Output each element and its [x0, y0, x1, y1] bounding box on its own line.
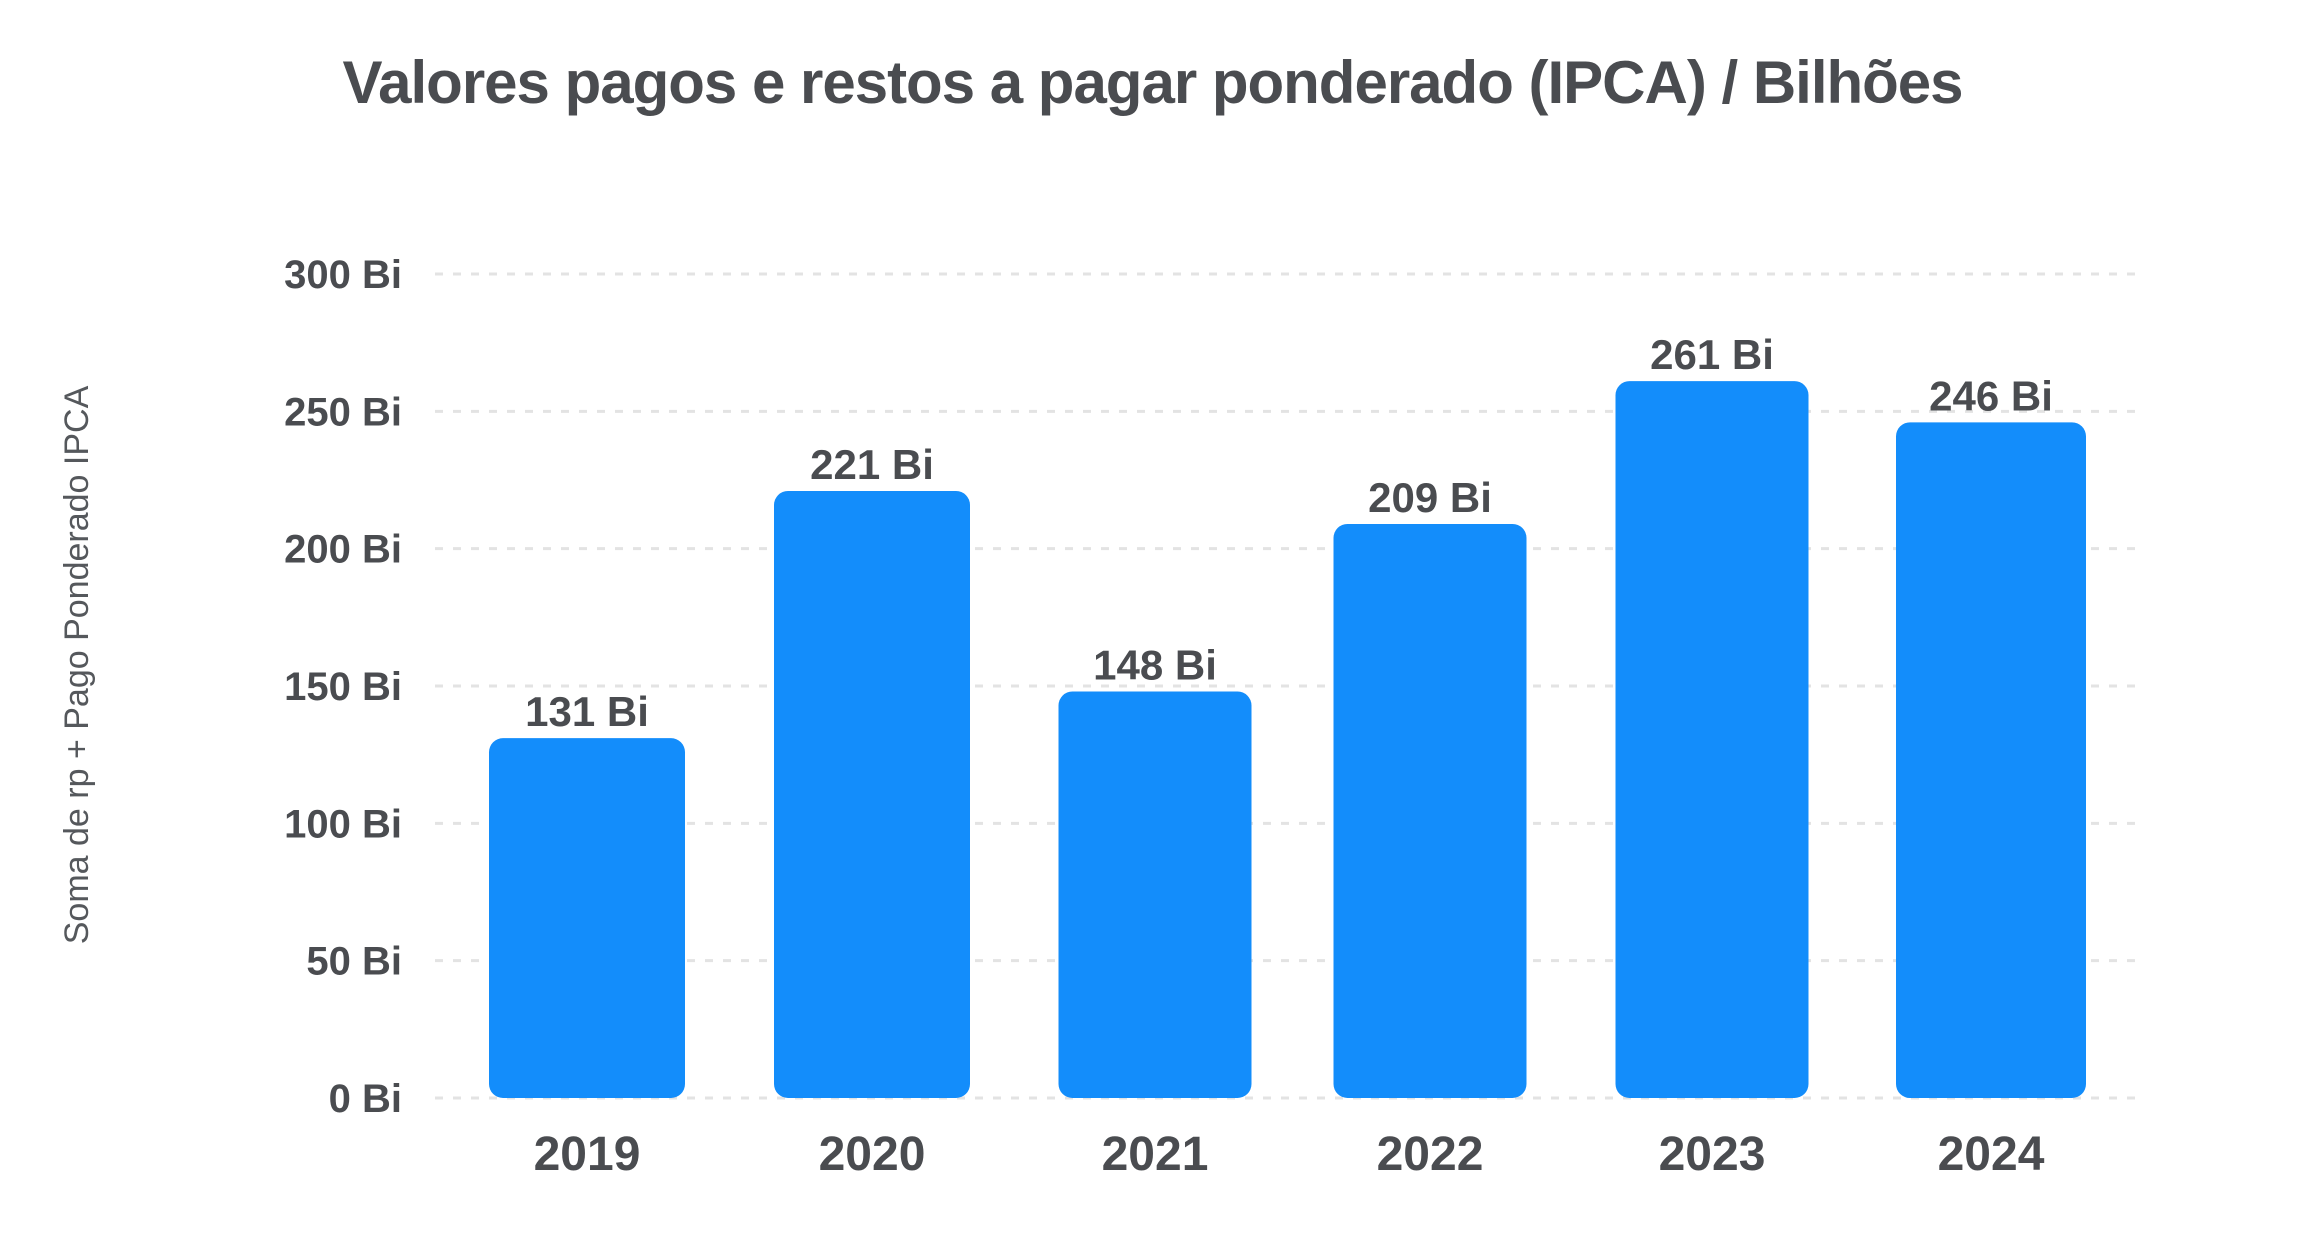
- data-label-2021: 148 Bi: [1093, 641, 1217, 688]
- data-labels: 131 Bi 221 Bi 148 Bi 209 Bi 261 Bi 246 Bi: [525, 331, 2053, 735]
- bar-2021: [1058, 691, 1252, 1098]
- y-tick-label: 250 Bi: [284, 390, 402, 434]
- data-label-2024: 246 Bi: [1929, 372, 2053, 419]
- bar-2024: [1896, 422, 2086, 1098]
- bar-2023: [1615, 381, 1809, 1098]
- data-label-2019: 131 Bi: [525, 688, 649, 735]
- bar-2022: [1333, 523, 1527, 1098]
- chart-title: Valores pagos e restos a pagar ponderado…: [342, 49, 1963, 116]
- y-tick-label: 300 Bi: [284, 253, 402, 297]
- x-tick-label-2023: 2023: [1659, 1128, 1766, 1181]
- y-tick-label: 50 Bi: [306, 940, 402, 984]
- y-tick-label: 150 Bi: [284, 665, 402, 709]
- data-label-2023: 261 Bi: [1650, 331, 1774, 378]
- bars: [489, 381, 2086, 1098]
- y-axis-label: Soma de rp + Pago Ponderado IPCA: [58, 385, 96, 944]
- data-label-2022: 209 Bi: [1368, 474, 1492, 521]
- x-tick-label-2022: 2022: [1377, 1128, 1484, 1181]
- y-tick-label: 200 Bi: [284, 528, 402, 572]
- data-label-2020: 221 Bi: [810, 441, 934, 488]
- y-axis-ticks: 0 Bi 50 Bi 100 Bi 150 Bi 200 Bi 250 Bi 300 Bi: [284, 253, 402, 1121]
- x-tick-label-2024: 2024: [1938, 1128, 2045, 1181]
- bar-2020: [774, 490, 970, 1098]
- x-tick-label-2019: 2019: [534, 1128, 641, 1181]
- x-tick-label-2020: 2020: [819, 1128, 926, 1181]
- y-tick-label: 0 Bi: [329, 1077, 402, 1121]
- y-tick-label: 100 Bi: [284, 802, 402, 846]
- x-axis-ticks: 2019 2020 2021 2022 2023 2024: [534, 1128, 2045, 1181]
- bar-2019: [489, 738, 685, 1098]
- grid-layer: [435, 272, 2140, 1100]
- x-tick-label-2021: 2021: [1102, 1128, 1209, 1181]
